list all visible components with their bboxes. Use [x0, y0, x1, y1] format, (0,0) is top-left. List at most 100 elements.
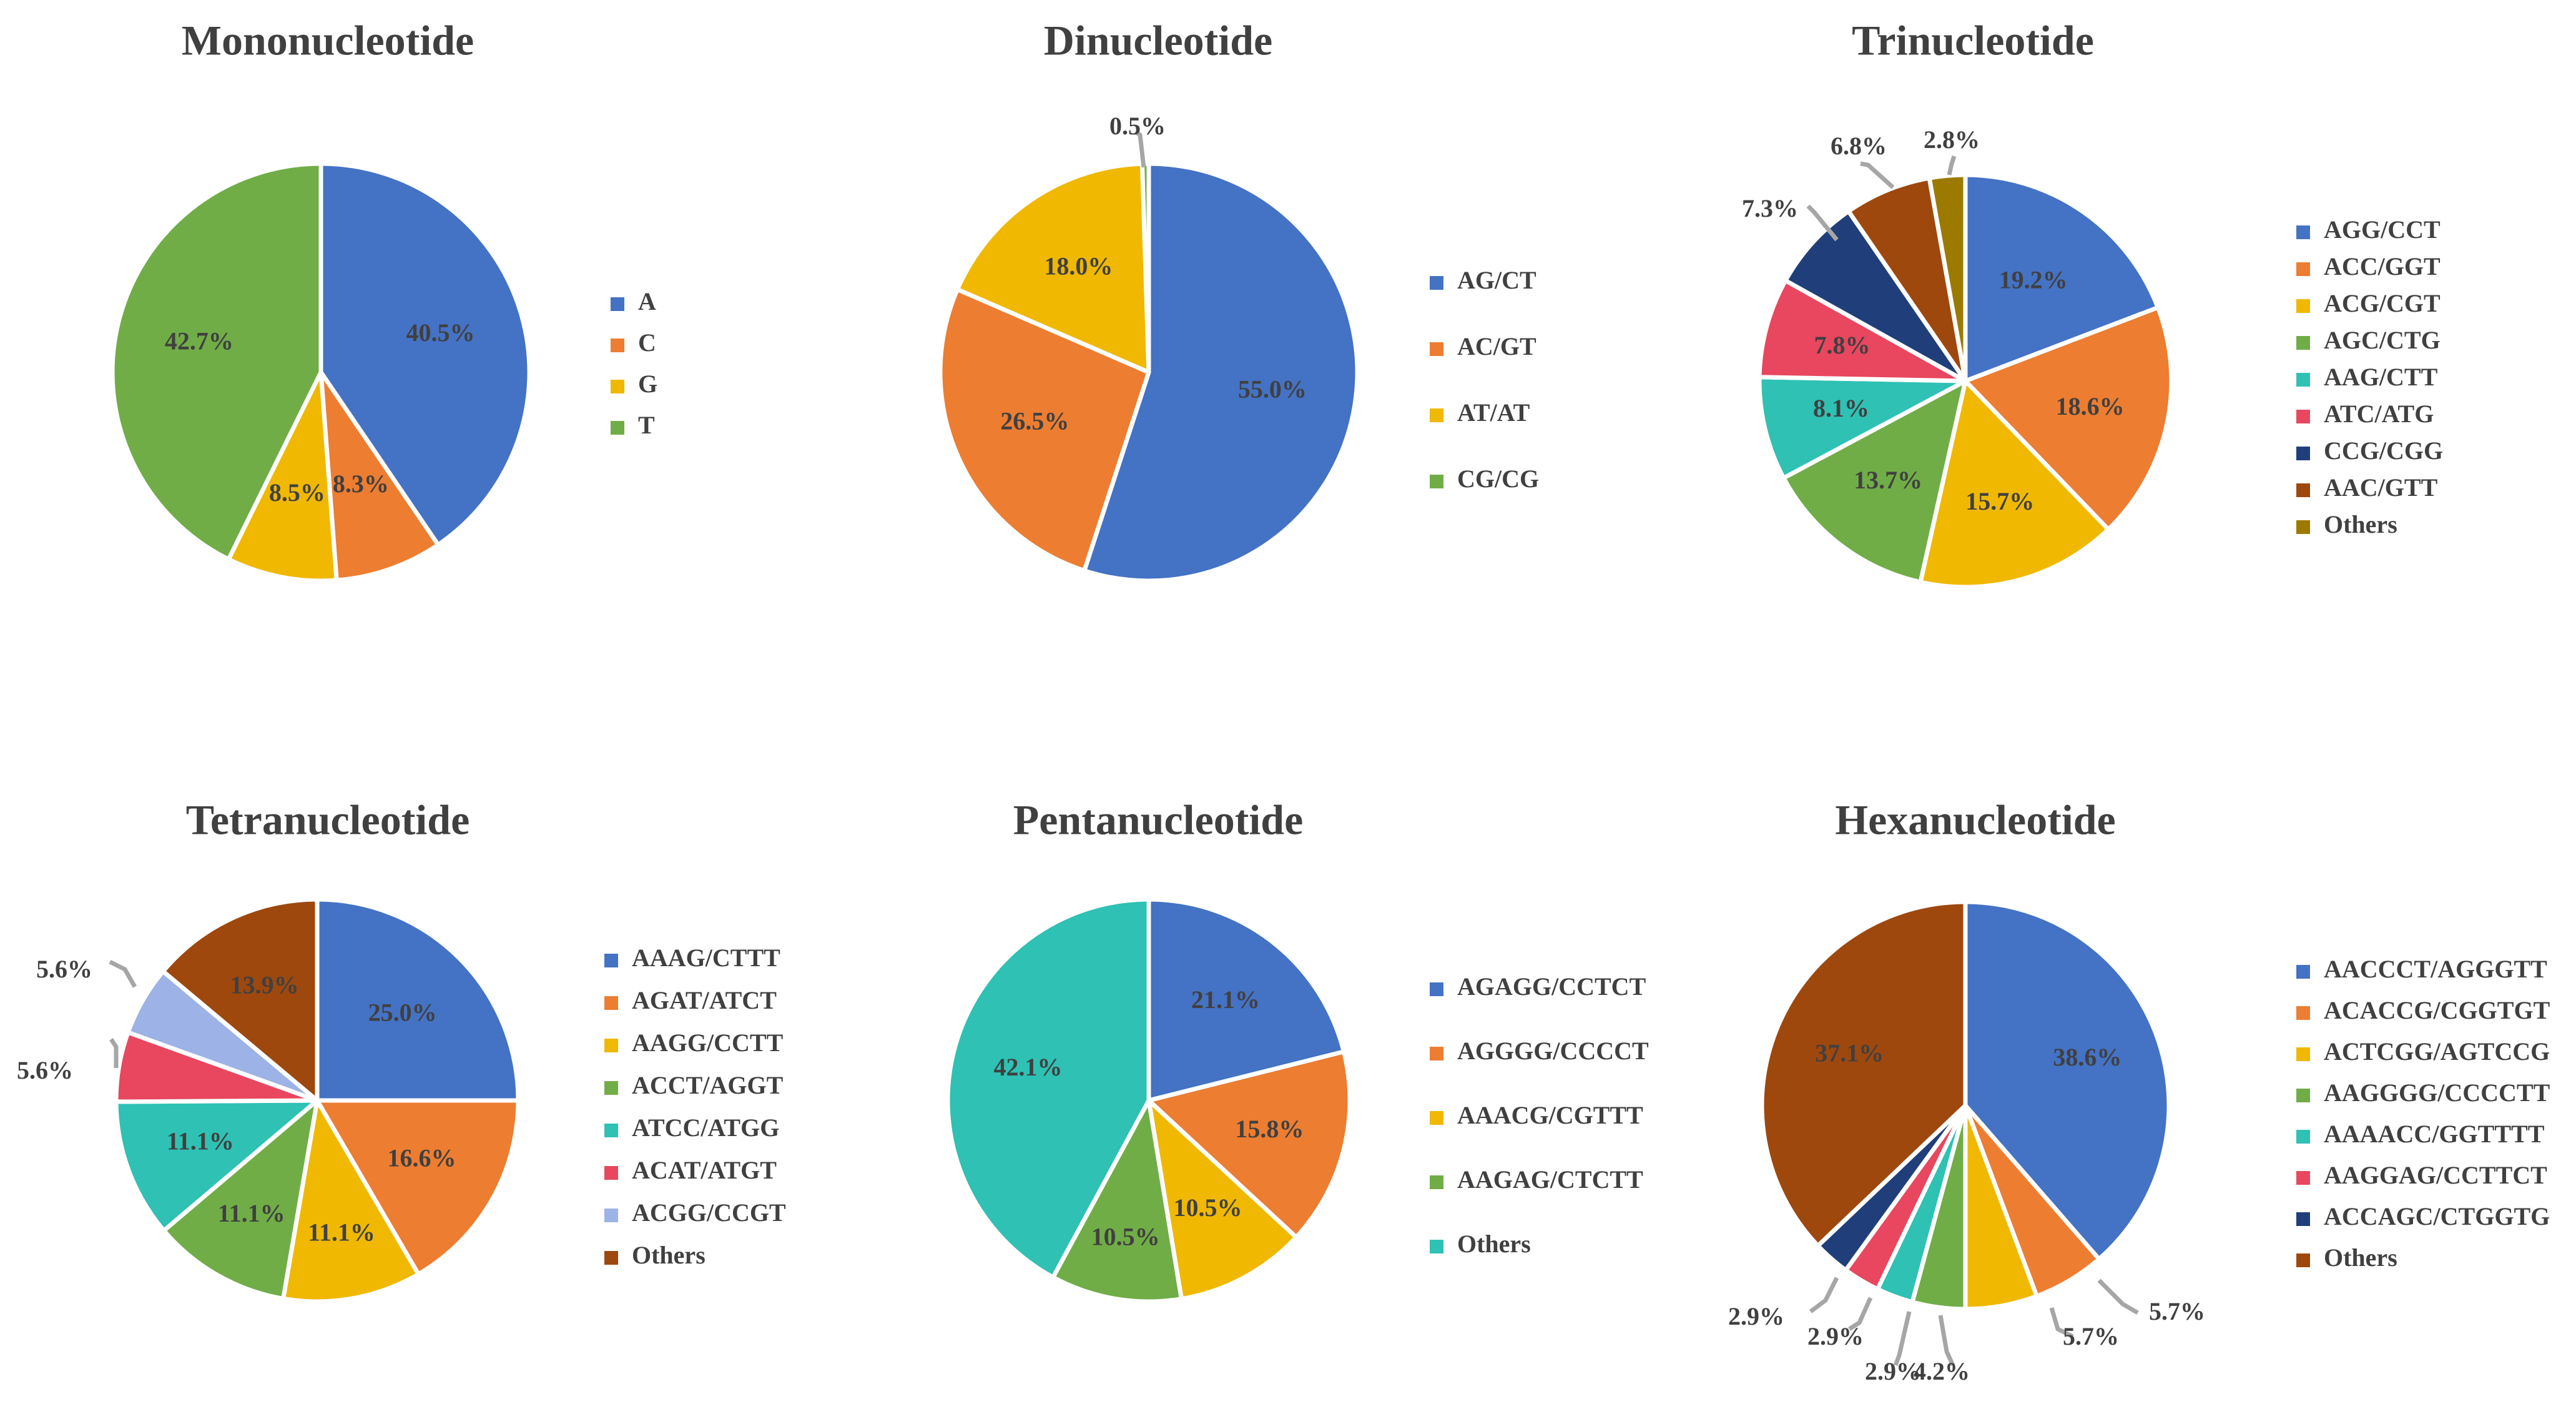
data-label: 15.8% — [1235, 1115, 1304, 1143]
slice-t — [110, 161, 323, 561]
slice-agggg-cccct — [1146, 1049, 1352, 1240]
legend-swatch — [604, 1166, 618, 1180]
legend-swatch — [2296, 410, 2310, 423]
data-label: 37.1% — [1815, 1039, 1884, 1067]
legend-entry-acg-cgt: ACG/CGT — [2324, 289, 2441, 317]
leader-line — [109, 1038, 119, 1068]
data-label: 26.5% — [1000, 407, 1069, 435]
leader-line — [109, 959, 137, 988]
legend-swatch — [2296, 1047, 2310, 1061]
data-label: 10.5% — [1174, 1194, 1242, 1222]
legend-entry-aaaacc-ggtttt: AAAACC/GGTTTT — [2324, 1120, 2545, 1148]
data-label: 10.5% — [1091, 1222, 1160, 1250]
legend-entry-others: Others — [2324, 510, 2397, 538]
data-label: 55.0% — [1238, 375, 1307, 403]
slice-acc-ggt — [1963, 305, 2174, 532]
data-label: 8.5% — [269, 478, 325, 507]
leader-line — [1806, 204, 1839, 242]
legend: AAAG/CTTT AGAT/ATCT AAGG/CCTT ACCT/AGGT ATCC… — [604, 944, 786, 1269]
legend-swatch — [604, 996, 618, 1010]
data-label: 38.6% — [2053, 1043, 2121, 1071]
legend-entry-aagg-cctt: AAGG/CCTT — [632, 1029, 784, 1057]
slice-others — [945, 897, 1151, 1280]
data-label: 4.2% — [1914, 1357, 1970, 1385]
chart-title: Hexanucleotide — [1835, 796, 2116, 844]
leader-line — [2049, 1307, 2074, 1339]
legend-swatch — [1430, 1047, 1443, 1060]
legend-swatch — [611, 380, 624, 393]
legend-entry-g: G — [638, 370, 657, 398]
slice-ccg-cgg — [1783, 209, 1968, 383]
data-label: 11.1% — [308, 1219, 375, 1247]
legend-entry-others: Others — [632, 1241, 705, 1269]
slice-atc-atg — [1757, 278, 1968, 383]
leader-line — [2097, 1278, 2139, 1315]
slice-at-at — [955, 161, 1151, 375]
legend-entry-agagg-cctct: AGAGG/CCTCT — [1457, 972, 1646, 1001]
legend-entry-aaag-cttt: AAAG/CTTT — [632, 944, 780, 972]
data-label: 25.0% — [368, 999, 437, 1027]
legend-swatch — [604, 1124, 618, 1137]
slice-aaag-cttt — [315, 897, 521, 1103]
data-label: 42.7% — [165, 327, 234, 355]
legend-swatch — [2296, 336, 2310, 350]
leader-line — [1135, 131, 1146, 168]
data-label: 5.6% — [17, 1056, 73, 1084]
legend-entry-others: Others — [2324, 1243, 2397, 1272]
legend-swatch — [604, 954, 618, 967]
slice-c — [318, 370, 441, 583]
chart-title: Mononucleotide — [182, 17, 474, 64]
data-label: 7.3% — [1742, 194, 1798, 222]
legend-swatch — [604, 1039, 618, 1052]
leader-line — [1893, 1311, 1912, 1367]
legend-swatch — [2296, 965, 2310, 979]
legend-entry-acgg-ccgt: ACGG/CCGT — [632, 1199, 786, 1227]
data-label: 15.7% — [1965, 487, 2034, 515]
chart-hexanucleotide: Hexanucleotide38.6%37.1%5.7%5.7%4.2%2.9%… — [1728, 796, 2550, 1386]
data-label: 40.5% — [406, 319, 475, 347]
legend-entry-acaccg-cggtgt: ACACCG/CGGTGT — [2324, 996, 2550, 1024]
slice-others — [1759, 899, 1968, 1248]
legend-entry-a: A — [638, 287, 656, 315]
legend-entry-agc-ctg: AGC/CTG — [2324, 326, 2441, 354]
legend-swatch — [1430, 1175, 1443, 1189]
data-label: 8.3% — [333, 470, 389, 498]
legend-entry-others: Others — [1457, 1230, 1531, 1258]
legend-swatch — [2296, 373, 2310, 387]
legend-swatch — [604, 1209, 618, 1222]
data-label: 2.9% — [1865, 1357, 1921, 1385]
legend-entry-atc-atg: ATC/ATG — [2324, 400, 2434, 428]
data-label: 13.7% — [1854, 466, 1922, 494]
data-label: 16.6% — [388, 1144, 456, 1172]
legend-entry-aaccct-agggtt: AACCCT/AGGGTT — [2324, 955, 2547, 983]
slice-agat-atct — [315, 1098, 521, 1277]
legend-swatch — [611, 421, 624, 435]
legend-swatch — [611, 297, 624, 311]
legend-swatch — [1430, 342, 1443, 356]
legend-swatch — [2296, 1253, 2310, 1267]
legend-entry-cg-cg: CG/CG — [1457, 465, 1539, 493]
legend-swatch — [1430, 475, 1443, 488]
legend-swatch — [2296, 225, 2310, 239]
data-label: 0.5% — [1109, 112, 1166, 140]
data-label: 2.9% — [1728, 1302, 1784, 1330]
data-label: 19.2% — [1999, 266, 2068, 294]
legend-entry-ccg-cgg: CCG/CGG — [2324, 437, 2443, 465]
legend-swatch — [2296, 299, 2310, 313]
legend-entry-agg-cct: AGG/CCT — [2324, 215, 2441, 244]
data-label: 5.6% — [36, 955, 92, 983]
legend-entry-aag-ctt: AAG/CTT — [2324, 363, 2438, 391]
legend-swatch — [604, 1251, 618, 1265]
legend-entry-aac-gtt: AAC/GTT — [2324, 473, 2438, 502]
legend-swatch — [2296, 1006, 2310, 1020]
legend-swatch — [2296, 520, 2310, 534]
data-label: 8.1% — [1813, 394, 1869, 422]
data-label: 18.0% — [1044, 252, 1113, 280]
data-label: 2.8% — [1924, 126, 1980, 154]
chart-dinucleotide: Dinucleotide 55.0% 26.5% 18.0% 0.5% AG/CT AC/G… — [938, 17, 1539, 583]
slice-a — [318, 161, 532, 547]
legend-swatch — [2296, 447, 2310, 460]
legend-swatch — [611, 339, 624, 352]
